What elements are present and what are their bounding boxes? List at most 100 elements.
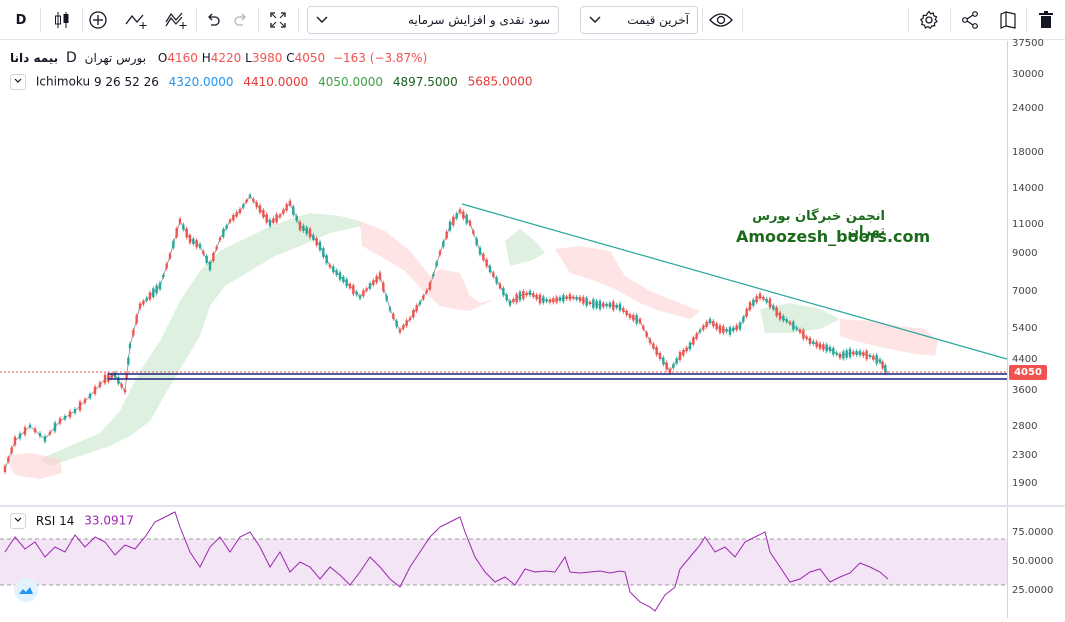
candle-body [862,352,865,356]
low-value: 3980 [251,51,283,65]
candle-body [332,266,335,273]
price-chart-pane[interactable] [0,41,1008,505]
candle-body [78,401,82,411]
share-icon[interactable] [956,4,984,36]
ichimoku-name: Ichimoku [35,74,91,89]
gear-icon[interactable] [914,4,944,36]
save-layout-icon[interactable] [994,4,1022,36]
candle-body [812,341,815,345]
candle-body [585,297,588,306]
symbol-legend: بیمه دانا D بورس تهران O4160 H4220 L3980… [10,50,427,66]
price-axis[interactable] [1007,41,1065,618]
candle-body [238,208,242,214]
pane-divider[interactable] [0,505,1007,507]
candle-body [43,436,47,442]
candle-body [123,389,127,393]
collapse-rsi-legend-button[interactable] [10,513,26,529]
rsi-pane[interactable] [0,507,1007,618]
ichimoku-value: 5685.0000 [467,74,533,89]
candle-body [815,341,818,347]
candle-body [785,319,788,322]
candle-body [292,206,295,215]
high-label: H [201,51,211,65]
candle-body [702,325,705,330]
candle-body [345,279,348,287]
candle-body [178,218,182,224]
candle-type-icon[interactable] [48,4,76,36]
add-compare-icon[interactable] [84,4,112,36]
candle-body [652,343,655,349]
candle-body [315,238,318,246]
candle-body [435,262,438,266]
candle-body [368,283,372,289]
candle-body [672,364,675,368]
candle-body [98,382,102,387]
candle-body [872,355,875,360]
candle-body [838,353,842,359]
candle-body [775,307,778,316]
candle-body [155,285,158,294]
candle-body [322,248,325,258]
candle-body [538,294,542,304]
ichimoku-cloud-bearish [5,453,62,479]
interval-button[interactable]: D [15,12,27,28]
price-tick: 1900 [1012,478,1038,489]
candle-body [655,347,658,355]
candle-body [175,228,178,238]
redo-icon[interactable] [228,4,254,36]
candle-body [388,307,392,311]
candle-body [362,290,365,297]
collapse-legend-button[interactable] [10,74,26,90]
open-value: 4160 [167,51,198,65]
candle-body [755,296,758,303]
price-tick: 3600 [1012,385,1038,396]
candle-body [748,302,752,310]
candle-body [295,215,298,221]
candle-body [725,329,728,332]
price-tick: 2800 [1012,421,1038,432]
candle-body [632,314,635,321]
candle-body [682,349,685,356]
candle-body [318,241,322,251]
candle-body [578,296,582,302]
candle-body [372,280,375,286]
templates-icon[interactable] [160,4,192,36]
candle-body [545,299,548,302]
candle-body [358,295,362,299]
tradingview-logo-icon[interactable] [14,578,38,602]
undo-icon[interactable] [200,4,226,36]
candle-body [458,209,462,213]
candle-body [198,244,202,248]
price-type-select[interactable]: آخرین قیمت [580,6,698,34]
close-value: 4050 [294,51,326,65]
candle-body [245,199,248,203]
candle-body [93,386,97,395]
candle-body [165,263,168,269]
candle-body [392,313,395,319]
candle-body [582,296,585,304]
candle-body [645,332,648,337]
price-tick: 9000 [1012,248,1038,259]
candle-body [265,214,268,223]
candle-body [192,238,195,244]
candle-body [312,234,315,240]
candle-body [117,377,120,384]
candle-body [412,310,415,318]
eye-icon[interactable] [706,4,736,36]
symbol-select[interactable]: سود نقدی و افزایش سرمایه [307,6,559,34]
fullscreen-icon[interactable] [264,4,292,36]
candle-body [522,290,525,300]
trash-icon[interactable] [1032,4,1060,36]
candle-body [452,216,455,226]
candle-body [742,316,745,322]
candle-body [382,282,385,292]
candle-body [565,296,568,299]
candle-body [38,433,42,437]
candle-body [172,240,175,248]
indicators-icon[interactable] [120,4,152,36]
candle-body [422,295,425,300]
candle-body [832,348,835,355]
candle-body [792,321,795,330]
candle-body [698,329,702,333]
candle-body [548,299,552,303]
